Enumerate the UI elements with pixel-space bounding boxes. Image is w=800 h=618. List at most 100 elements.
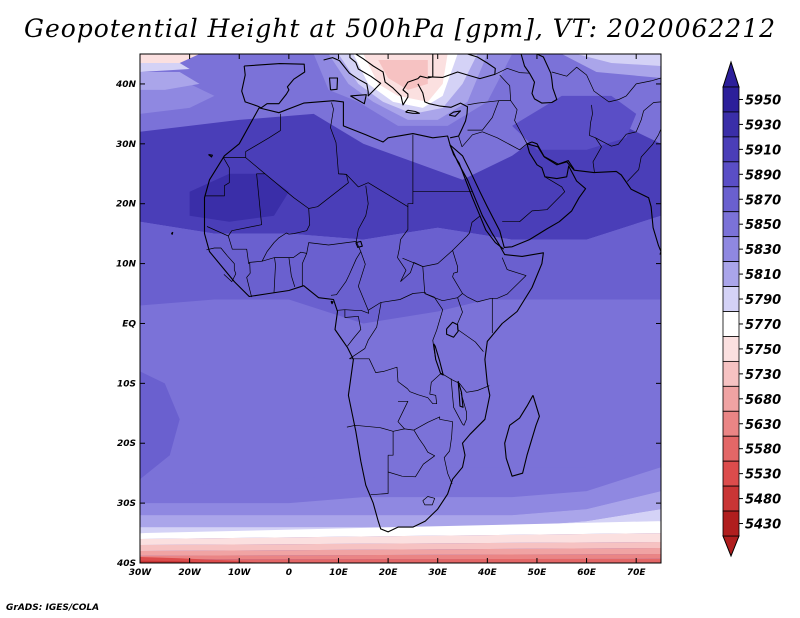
longitude-ticks: 30W 20W 10W 0 10E 20E 30E 40E 50E 60E 70E	[129, 54, 647, 578]
line-iran-afghanistan-pakistan	[589, 104, 602, 173]
field-region-sw-trough-5480	[140, 560, 215, 563]
line-nigeria-benin	[301, 253, 308, 286]
colorbar-swatch	[722, 286, 740, 312]
line-drc-angola-zambia	[349, 358, 442, 405]
line-uganda-kenya-tanzania	[457, 297, 484, 352]
colorbar-label: 5890	[745, 168, 781, 183]
line-mali-niger-burkina	[261, 208, 357, 262]
line-caucasus	[494, 68, 530, 75]
line-canary-islands	[208, 154, 213, 158]
field-region-med-trough-5730	[378, 60, 428, 90]
colorbar-label: 5680	[745, 393, 781, 408]
colorbar-label: 5790	[745, 293, 781, 308]
line-namibia-botswana-north	[388, 431, 394, 456]
line-car-south	[368, 291, 426, 311]
line-turkey-levant	[417, 83, 469, 139]
field-region-south-atlantic-high	[140, 371, 180, 480]
line-persian-gulf-iran	[526, 143, 575, 170]
line-lake-victoria	[446, 321, 459, 338]
lat-tick-label: EQ	[122, 319, 136, 329]
line-drc-congo	[349, 302, 382, 360]
line-western-sahara	[204, 157, 246, 197]
line-caspian	[520, 54, 558, 104]
line-angola-namibia	[346, 424, 414, 432]
map-title: Geopotential Height at 500hPa [gpm], VT:…	[23, 14, 777, 43]
line-lesotho	[422, 496, 436, 506]
line-red-sea-egypt-east	[449, 144, 505, 250]
latitude-ticks: 40N 30N 20N 10N EQ 10S 20S 30S 40S	[115, 80, 661, 569]
line-arabia	[449, 141, 661, 252]
lon-tick-label: 20E	[379, 568, 399, 578]
line-namibia-botswana	[370, 455, 389, 496]
field-region-nw-atlantic-5810	[140, 72, 200, 90]
field-region-ne-5790	[576, 54, 661, 66]
colorbar-label: 5830	[745, 243, 781, 258]
country-borders	[204, 66, 661, 506]
line-car-sudan	[400, 262, 426, 294]
line-africa-coast	[203, 100, 544, 533]
lon-tick-label: 50E	[528, 568, 548, 578]
colorbar-swatch	[722, 161, 740, 188]
lat-tick-label: 30S	[117, 499, 136, 509]
line-cape-verde	[170, 231, 174, 235]
field-region-south-band-5630	[140, 554, 661, 560]
lat-tick-label: 30N	[116, 140, 137, 150]
colorbar-swatch	[722, 360, 740, 387]
lon-tick-label: 20W	[178, 568, 202, 578]
colorbar-label: 5480	[745, 493, 781, 508]
field-region-arabia-core	[512, 95, 637, 150]
line-lake-chad	[355, 240, 363, 248]
field-region-south-band-5770	[140, 521, 661, 539]
colorbar-swatch	[722, 261, 740, 287]
line-egypt-israel	[458, 135, 463, 147]
field-region-west-sahara-core	[189, 173, 289, 222]
lat-tick-label: 40N	[115, 80, 137, 90]
line-lake-malawi	[457, 380, 464, 408]
plot-frame	[139, 53, 662, 564]
colorbar-label: 5770	[745, 318, 781, 333]
field-region-south-band-5810	[140, 491, 661, 528]
line-ghana-ivory	[273, 257, 276, 293]
field-region-nw-atlantic-5830	[140, 83, 215, 114]
line-ethiopia-kenya-somalia	[462, 257, 527, 303]
height-field	[140, 54, 661, 563]
lon-tick-label: 70E	[627, 568, 647, 578]
colorbar-swatch	[722, 136, 740, 163]
colorbar-swatch	[722, 86, 740, 113]
colorbar-swatch	[722, 211, 740, 238]
colorbar-label: 5630	[745, 418, 781, 433]
field-region-tropical-band	[140, 215, 661, 324]
colorbar-label: 5870	[745, 193, 781, 208]
field-region-south-band-5580	[140, 558, 661, 563]
line-balkans-greece	[355, 54, 434, 106]
lat-tick-label: 10S	[117, 379, 136, 389]
line-botswana-sa	[387, 429, 436, 478]
colorbar-swatch	[722, 385, 740, 412]
field-region-south-band-5750	[140, 533, 661, 545]
line-sardinia	[328, 77, 339, 91]
line-niger-chad	[355, 185, 369, 242]
coastlines	[170, 54, 661, 533]
line-sudan-ethiopia-eritrea	[452, 215, 481, 251]
line-crete	[405, 109, 420, 114]
field-region-south-band-5850	[140, 443, 661, 504]
lat-tick-label: 10N	[116, 260, 137, 270]
field-region-nw-atlantic-5790	[140, 63, 190, 72]
lon-tick-label: 30E	[428, 568, 448, 578]
colorbar-swatch	[722, 111, 740, 138]
colorbar-top-arrow	[722, 60, 740, 88]
line-bioko	[330, 300, 334, 305]
line-congo-gabon-cameroon	[337, 309, 362, 347]
line-sudan-south-sudan	[402, 250, 463, 302]
field-region-south-band-5680	[140, 548, 661, 556]
line-senegal-mali	[227, 235, 250, 264]
colorbar-label: 5580	[745, 443, 781, 458]
colorbar-label: 5810	[745, 268, 781, 283]
colorbar-label: 5930	[745, 118, 781, 133]
colorbar-swatch	[722, 311, 740, 337]
lat-tick-label: 20N	[116, 200, 137, 210]
line-saudi-yemen-oman	[502, 176, 566, 223]
colorbar-swatch	[722, 510, 740, 537]
line-sicily	[350, 94, 367, 105]
